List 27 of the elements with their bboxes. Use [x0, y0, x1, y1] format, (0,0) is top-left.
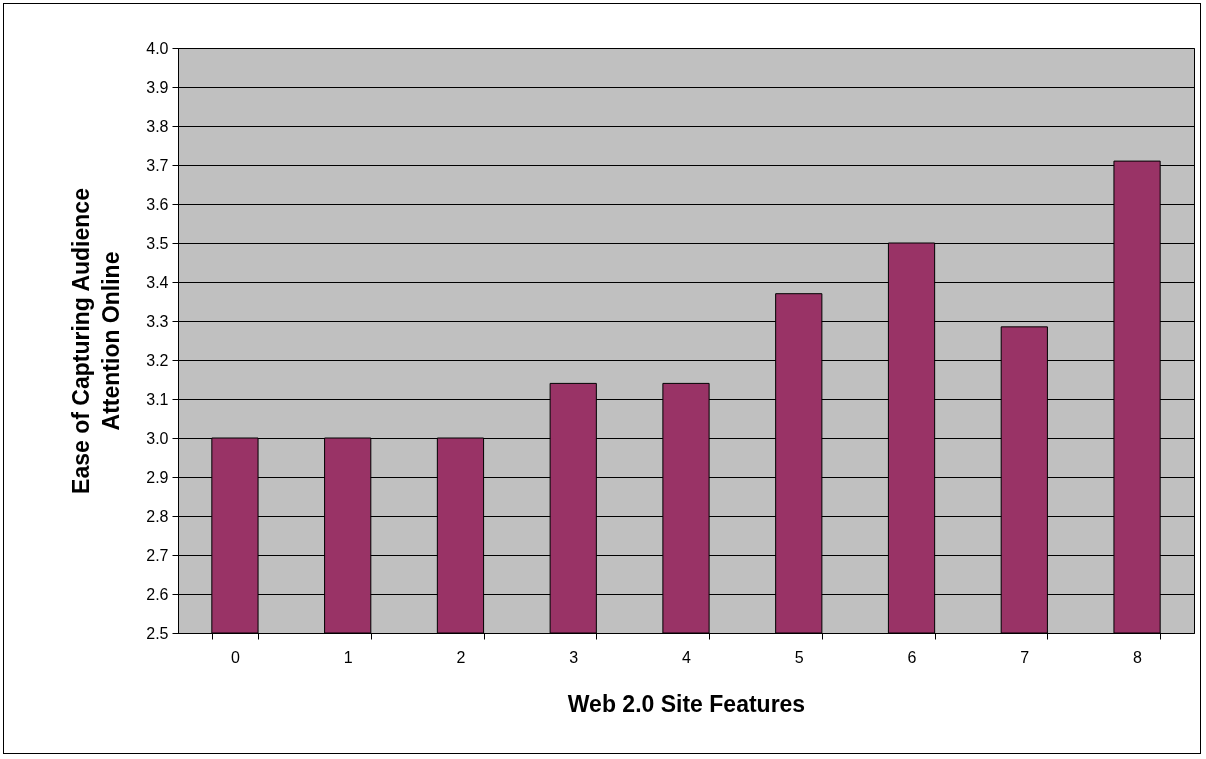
y-tick-label: 2.5	[146, 624, 169, 642]
x-tick-label: 5	[794, 648, 804, 666]
y-tick-label: 3.4	[146, 273, 169, 291]
y-tick-label: 2.9	[146, 468, 169, 486]
x-tick-label: 4	[682, 648, 692, 666]
x-tick-label: 0	[230, 648, 240, 666]
y-tick-label: 4.0	[146, 39, 169, 57]
y-axis-title: Ease of Capturing Audience Attention Online	[68, 188, 125, 494]
y-tick-label: 3.6	[146, 195, 169, 213]
y-tick-label: 3.2	[146, 351, 169, 369]
y-tick-label: 3.9	[146, 78, 169, 96]
y-tick-label: 2.7	[146, 546, 169, 564]
x-tick-label: 6	[907, 648, 917, 666]
x-tick-label: 2	[456, 648, 466, 666]
x-tick-label: 7	[1020, 648, 1030, 666]
y-tick-label: 3.7	[146, 156, 169, 174]
y-tick-label: 2.8	[146, 507, 169, 525]
y-tick-label: 3.5	[146, 234, 169, 252]
y-tick-label: 3.1	[146, 390, 169, 408]
y-tick-label: 2.6	[146, 585, 169, 603]
x-tick-label: 1	[343, 648, 353, 666]
y-tick-label: 3.0	[146, 429, 169, 447]
x-tick-label: 8	[1133, 648, 1143, 666]
y-tick-label: 3.8	[146, 117, 169, 135]
x-axis-title: Web 2.0 Site Features	[567, 690, 806, 717]
y-tick-label: 3.3	[146, 312, 169, 330]
x-tick-label: 3	[569, 648, 579, 666]
